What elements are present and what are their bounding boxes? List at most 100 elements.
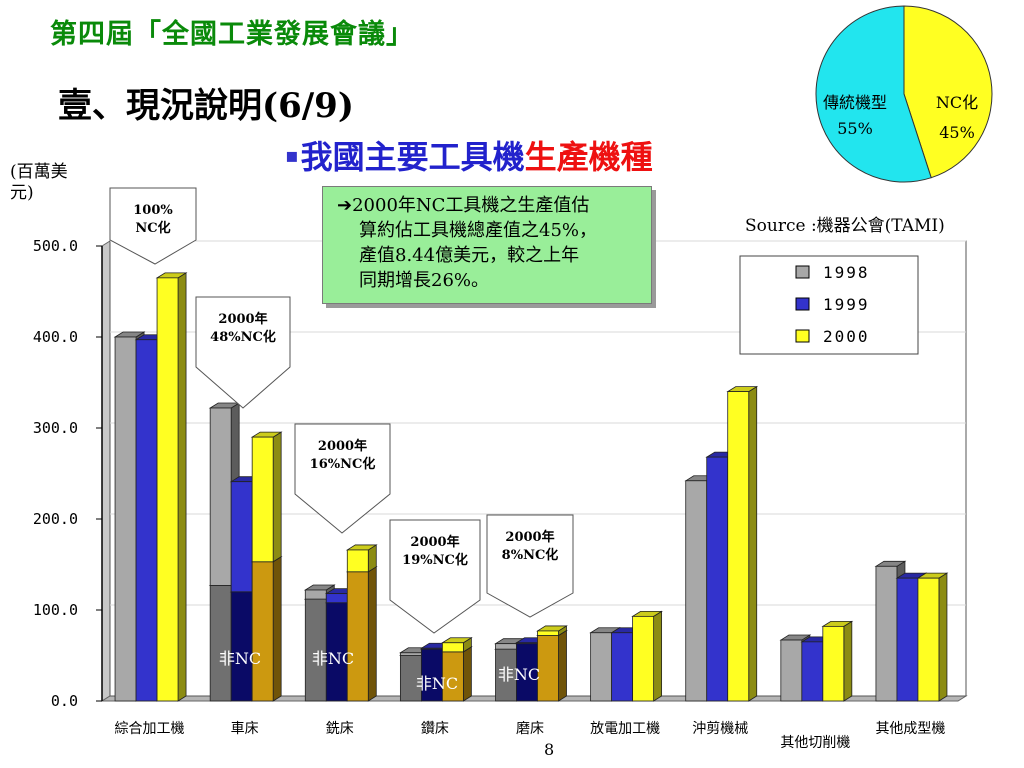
bar-front [590, 632, 613, 702]
legend-box [739, 255, 919, 355]
category-label: 其他切削機 [780, 735, 850, 751]
bar-front [706, 456, 729, 702]
category-label: 綜合加工機 [115, 721, 185, 737]
bar-non-nc-2000 [250, 556, 283, 702]
conference-title: 第四屆「全國工業發展會議」 [50, 19, 414, 50]
callout: 2000年 8%NC化 [486, 514, 574, 618]
callout-shape [389, 519, 481, 634]
bar-side [367, 566, 377, 702]
y-tick-label: 100.0 [33, 601, 78, 619]
bar-front [441, 642, 464, 653]
callout: 2000年 16%NC化 [294, 423, 391, 534]
source-label: Source :機器公會(TAMI) [745, 216, 945, 236]
callout: 2000年 48%NC化 [195, 296, 291, 409]
y-axis-ticks: 0.0 100.0 200.0 300.0 400.0 500.0 [33, 237, 102, 710]
legend-swatch [795, 297, 810, 311]
bar-side [843, 620, 853, 702]
y-tick-label: 0.0 [51, 692, 78, 710]
bar-front [251, 436, 274, 563]
slide-subheading: ▪我國主要工具機生產機種 [285, 132, 653, 178]
bar-side [272, 556, 282, 702]
heading-main: 壹、現況說明 [58, 86, 262, 126]
bar-front [537, 635, 559, 702]
pie-slice [903, 5, 993, 179]
bar-side [558, 629, 567, 702]
category-label: 銑床 [326, 720, 354, 737]
bar-front [780, 639, 803, 702]
note-line: ➔2000年NC工具機之生產值估 [337, 193, 643, 218]
chart-bars [113, 272, 949, 702]
non-nc-labels: 非NC 非NC 非NC 非NC [219, 649, 540, 693]
callout-text: 2000年 [410, 534, 459, 550]
note-box: ➔2000年NC工具機之生產值估 算約佔工具機總產值之45%， 產值8.44億美元，… [322, 186, 652, 304]
bar-front [156, 277, 179, 702]
bar-front [135, 339, 158, 702]
non-nc-label: 非NC [416, 674, 458, 693]
non-nc-label: 非NC [312, 649, 354, 668]
callout-text: 19%NC化 [402, 552, 468, 568]
bar-nc-2000 [536, 625, 568, 637]
legend-label: 2000 [823, 327, 870, 346]
bar-front [209, 407, 232, 586]
callout-text: 8%NC化 [502, 547, 559, 563]
bar-front [209, 585, 232, 702]
note-text: 2000年NC工具機之生產值估 [352, 195, 590, 216]
subheading-blue-text: 我國主要工具機 [300, 138, 525, 176]
callout-text: 48%NC化 [210, 329, 276, 345]
chart-legend: 1998 1999 2000 [739, 255, 919, 355]
bar-2000 [821, 620, 854, 702]
bar-2000 [726, 385, 759, 702]
bar-side [177, 272, 187, 702]
bar-front [495, 643, 517, 650]
bar-side [272, 431, 282, 563]
bar-nc-2000 [250, 431, 283, 563]
bar-front [917, 577, 940, 702]
arrow-icon: ➔ [337, 195, 353, 216]
callout: 2000年 19%NC化 [389, 519, 481, 634]
bar-front [325, 593, 348, 604]
legend-swatch [795, 329, 810, 343]
bar-side [653, 610, 663, 702]
note-line: 產值8.44億美元，較之上年 [359, 245, 580, 266]
category-label: 其他成型機 [875, 721, 945, 737]
heading-part: (6/9) [262, 86, 354, 126]
bar-side [938, 572, 948, 702]
bar-front [346, 571, 369, 702]
category-label: 鑽床 [421, 721, 449, 737]
pie-slice [815, 5, 932, 183]
bar-side [748, 385, 758, 702]
bar-front [114, 336, 137, 702]
bar-2000 [631, 610, 664, 702]
note-line: 同期增長26%。 [359, 270, 490, 291]
bar-front [801, 641, 824, 702]
callouts: 100% NC化 2000年 48%NC化 2000年 16%NC化 2000年 19%NC化… [109, 187, 574, 634]
category-label: 沖剪機械 [692, 721, 748, 737]
category-label: 放電加工機 [590, 721, 660, 737]
callout-text: 100% [133, 203, 173, 218]
callout: 100% NC化 [109, 187, 197, 265]
slide-heading: 壹、現況說明(6/9) [58, 78, 354, 127]
bar-front [875, 565, 898, 702]
pie-percent: 45% [939, 123, 975, 142]
legend-label: 1999 [823, 295, 870, 314]
bar-front [420, 647, 443, 650]
bar-2000 [155, 272, 188, 702]
y-axis-unit: (百萬美元) [10, 162, 68, 203]
category-label: 車床 [231, 720, 259, 737]
non-nc-label: 非NC [219, 649, 261, 668]
bar-nc-2000 [345, 544, 378, 573]
page-number: 8 [544, 740, 555, 759]
category-label: 磨床 [516, 721, 544, 737]
callout-text: 2000年 [318, 438, 367, 454]
bar-front [822, 625, 845, 702]
bar-non-nc-2000 [345, 566, 378, 702]
callout-text: 16%NC化 [310, 456, 376, 472]
callout-shape [486, 514, 574, 618]
bar-side [462, 646, 472, 702]
callout-shape [294, 423, 391, 534]
y-tick-label: 300.0 [33, 419, 78, 437]
bar-2000 [916, 572, 949, 702]
bar-front [251, 561, 274, 702]
